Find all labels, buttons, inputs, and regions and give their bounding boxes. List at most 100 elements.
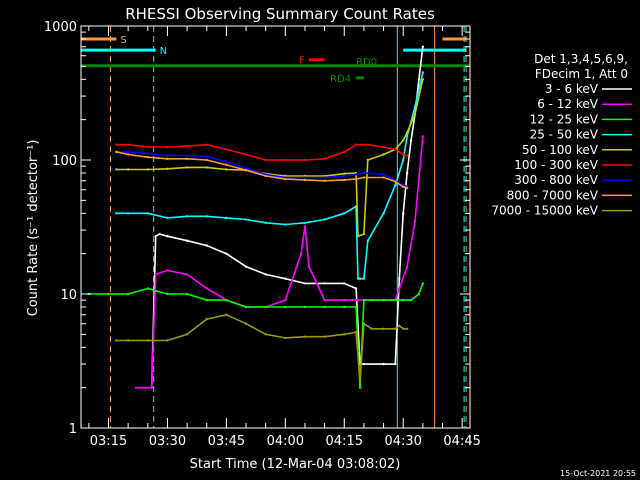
data-point [205, 158, 208, 162]
data-point [166, 145, 169, 149]
data-point [146, 152, 149, 155]
data-point [205, 155, 208, 158]
data-point [205, 143, 208, 146]
chart-title: RHESSI Observing Summary Count Rates [125, 5, 435, 23]
data-point [362, 232, 366, 236]
data-point [185, 144, 189, 148]
data-point [343, 212, 346, 215]
data-point [413, 112, 417, 116]
data-point [284, 177, 287, 181]
data-point [126, 212, 130, 215]
data-point [366, 143, 370, 146]
plot-area: S N F RD0 RD4 [81, 26, 470, 428]
data-point [185, 292, 189, 296]
data-point [362, 171, 366, 175]
y-tick-label: 1000 [44, 20, 77, 35]
data-point [166, 157, 169, 161]
data-point [115, 212, 118, 215]
data-point [166, 339, 169, 342]
data-point [126, 292, 130, 296]
plot-frame [80, 25, 471, 429]
legend-label-1: 6 - 12 keV [537, 97, 599, 111]
data-point [402, 185, 405, 189]
data-point [264, 158, 267, 162]
data-point [244, 305, 248, 309]
data-point [146, 339, 149, 342]
data-point [264, 273, 267, 276]
data-point [356, 234, 360, 238]
data-point [264, 221, 267, 224]
data-point [225, 252, 228, 255]
flag-label-f: F [299, 56, 305, 67]
data-point [303, 225, 307, 228]
data-point [343, 178, 346, 182]
data-point [303, 335, 307, 338]
data-point [394, 183, 397, 187]
data-point [354, 287, 358, 290]
data-point [303, 176, 307, 179]
data-point [115, 143, 118, 146]
data-point [126, 168, 130, 171]
data-point [205, 298, 208, 302]
data-point [382, 145, 385, 149]
data-point [126, 339, 130, 342]
data-point [366, 158, 370, 162]
data-point [185, 333, 189, 336]
data-point [343, 150, 346, 154]
data-point [382, 176, 385, 179]
data-point [382, 362, 385, 366]
data-point [421, 135, 425, 138]
data-point [284, 277, 287, 280]
data-point [150, 386, 153, 389]
data-point [146, 155, 149, 159]
data-point [354, 298, 358, 302]
data-point [303, 305, 307, 309]
data-point [205, 166, 208, 169]
data-point [405, 131, 409, 134]
data-point [421, 71, 425, 74]
data-point [205, 317, 208, 321]
data-point [166, 154, 169, 157]
x-tick-label: 03:15 [90, 434, 127, 449]
legend-label-4: 50 - 100 keV [522, 143, 599, 157]
data-point [417, 292, 421, 296]
data-point [244, 168, 248, 172]
legend-label-6: 300 - 800 keV [514, 173, 598, 187]
data-point [362, 143, 366, 146]
flag-label-rd0: RD0 [356, 57, 377, 68]
data-point [126, 153, 130, 156]
y-axis-label: Count Rate (s⁻¹ detector⁻¹) [26, 140, 41, 317]
data-point [421, 282, 425, 285]
flag-label-rd4: RD4 [330, 74, 351, 85]
data-point [398, 287, 401, 290]
series-7 [115, 150, 409, 190]
data-point [405, 171, 409, 175]
data-point [154, 273, 157, 276]
y-tick-label: 1 [69, 422, 77, 437]
legend: Det 1,3,4,5,6,9,FDecim 1, Att 03 - 6 keV… [491, 52, 632, 218]
data-point [362, 362, 366, 366]
data-point [398, 324, 401, 327]
data-point [154, 234, 157, 238]
data-point [284, 158, 287, 162]
data-point [358, 380, 362, 384]
legend-label-2: 12 - 25 keV [530, 112, 599, 126]
data-point [323, 282, 326, 285]
data-point [402, 139, 405, 142]
data-point [356, 277, 360, 280]
series-line-8 [116, 314, 408, 383]
data-point [370, 327, 373, 330]
data-point [394, 362, 397, 366]
data-point [362, 176, 366, 179]
data-point [205, 287, 208, 290]
series-2 [87, 282, 425, 389]
x-tick-label: 04:15 [326, 434, 363, 449]
data-point [382, 327, 385, 330]
data-point [362, 277, 366, 280]
series-line-2 [88, 283, 424, 389]
data-point [358, 386, 362, 389]
data-point [284, 223, 287, 226]
data-point [244, 166, 248, 170]
data-point [323, 179, 326, 182]
